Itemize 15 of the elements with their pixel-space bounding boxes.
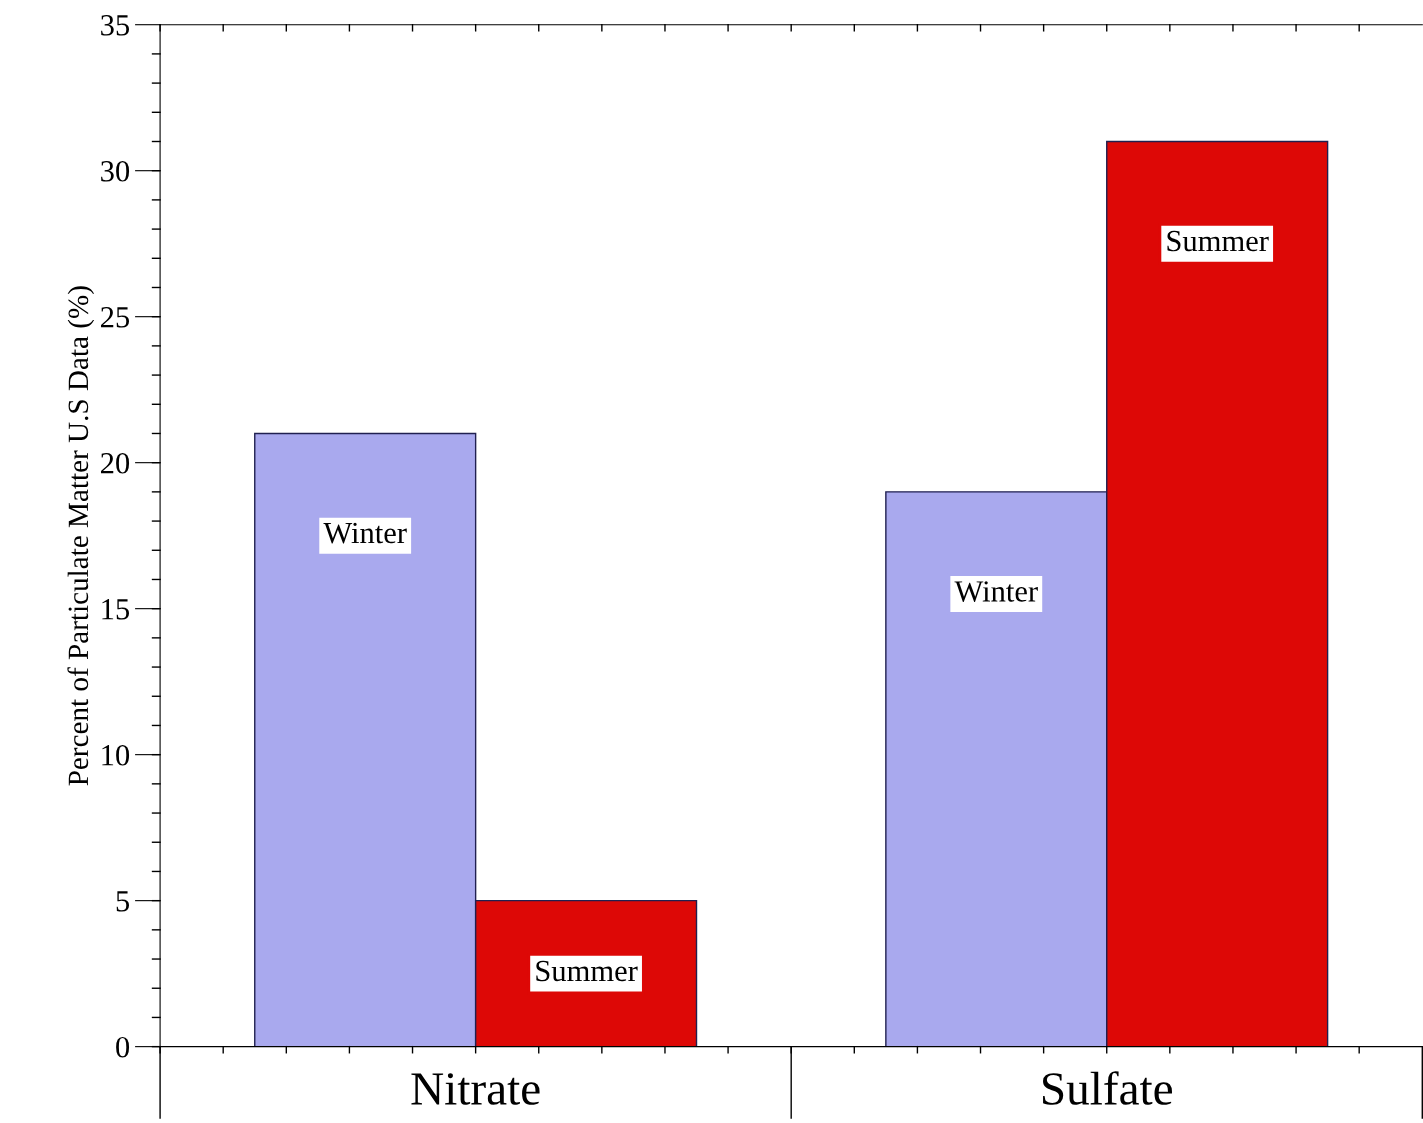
text: Summer (536, 960, 638, 982)
y-tick-label: 35 (101, 15, 130, 36)
y-tick-label: 25 (101, 307, 130, 328)
series-label: Summer (1167, 230, 1269, 252)
y-axis-title: Percent of Particulate Matter U.S Data (%) (67, 286, 95, 786)
y-tick-label: 10 (102, 744, 130, 766)
y-tick-label: 5 (116, 891, 130, 912)
y-tick-label: 20 (101, 452, 130, 474)
series-label: Winter (954, 581, 1038, 602)
x-tick-label: Nitrate (411, 1073, 540, 1105)
y-tick-label: 15 (102, 599, 130, 620)
y-tick-label: 0 (116, 1036, 130, 1058)
y-tick-label: 30 (101, 160, 130, 182)
x-tick-label: Sulfate (1043, 1071, 1172, 1105)
text: Winter (323, 522, 407, 544)
